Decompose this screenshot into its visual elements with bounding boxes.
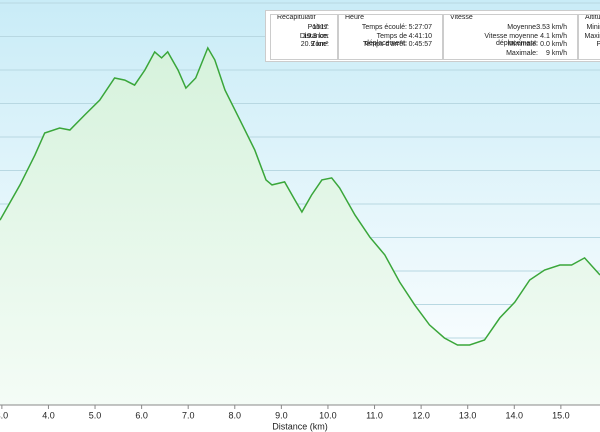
stats-value: 9 km/h (545, 49, 567, 57)
stats-group-title: Heure (344, 14, 366, 21)
stats-key: Temps de déplacement: (364, 32, 407, 47)
stats-key: Points: (307, 24, 329, 31)
stats-key: Moyenne: (507, 24, 538, 31)
stats-key: Pen (597, 41, 600, 48)
x-tick-label: 10.0 (319, 410, 337, 420)
stats-value: 4.1 km/h (540, 32, 567, 40)
stats-key: Temps écoulé: (361, 24, 407, 31)
stats-value: 3.53 km/h (536, 24, 567, 31)
stats-group: Altitude MinimaMaximaPen (578, 14, 600, 60)
x-axis-label: Distance (km) (272, 421, 328, 431)
stats-key: Zone: (311, 41, 329, 48)
x-tick-label: 12.0 (412, 410, 430, 420)
x-tick-label: 5.0 (89, 410, 102, 420)
stats-value: 5:27:07 (408, 24, 432, 31)
x-tick-label: 3.0 (0, 410, 8, 420)
x-tick-label: 7.0 (182, 410, 195, 420)
stats-group-title: Vitesse (449, 14, 474, 21)
area (0, 47, 600, 406)
stats-key: Maxima (584, 32, 600, 40)
stats-key: Vitesse moyenne déplacement: (484, 32, 538, 47)
x-tick-label: 15.0 (552, 410, 570, 420)
x-tick-label: 4.0 (42, 410, 55, 420)
line (0, 46, 600, 346)
x-tick-label: 13.0 (459, 410, 477, 420)
x-tick-label: 8.0 (229, 410, 242, 420)
x-tick-label: 11.0 (366, 410, 383, 420)
stats-value: 19.3 km (303, 32, 328, 40)
x-tick-label: 14.0 (506, 410, 524, 420)
stats-value: 0:45:57 (408, 41, 432, 48)
stats-group: Vitesse Moyenne: 3.53 km/h Vitesse moyenne … (443, 14, 578, 60)
stats-group: Récapitulatif Points: 1517 Distance: 19.3 km… (270, 14, 338, 60)
stats-key: Temps d'arrêt: (362, 41, 407, 48)
stats-key: Minimale: (508, 41, 538, 48)
stats-group: Heure Temps écoulé: 5:27:07 Temps de déplac… (338, 14, 443, 60)
stats-value: 0.0 km/h (540, 41, 567, 48)
stats-key: Minima (586, 24, 600, 31)
stats-key: Maximale: (506, 49, 538, 57)
stats-key: Distance: (299, 32, 329, 40)
stats-panel: Récapitulatif Points: 1517 Distance: 19.3 km… (265, 10, 600, 62)
stats-value: 1517 (312, 24, 328, 31)
stats-value: 4:41:10 (408, 32, 432, 40)
x-tick-label: 9.0 (275, 410, 288, 420)
stats-group-title: Altitude (584, 15, 600, 21)
stats-value: 20.9 km² (300, 41, 328, 48)
stats-group-title: Récapitulatif (276, 14, 317, 21)
x-tick-label: 6.0 (135, 410, 148, 420)
